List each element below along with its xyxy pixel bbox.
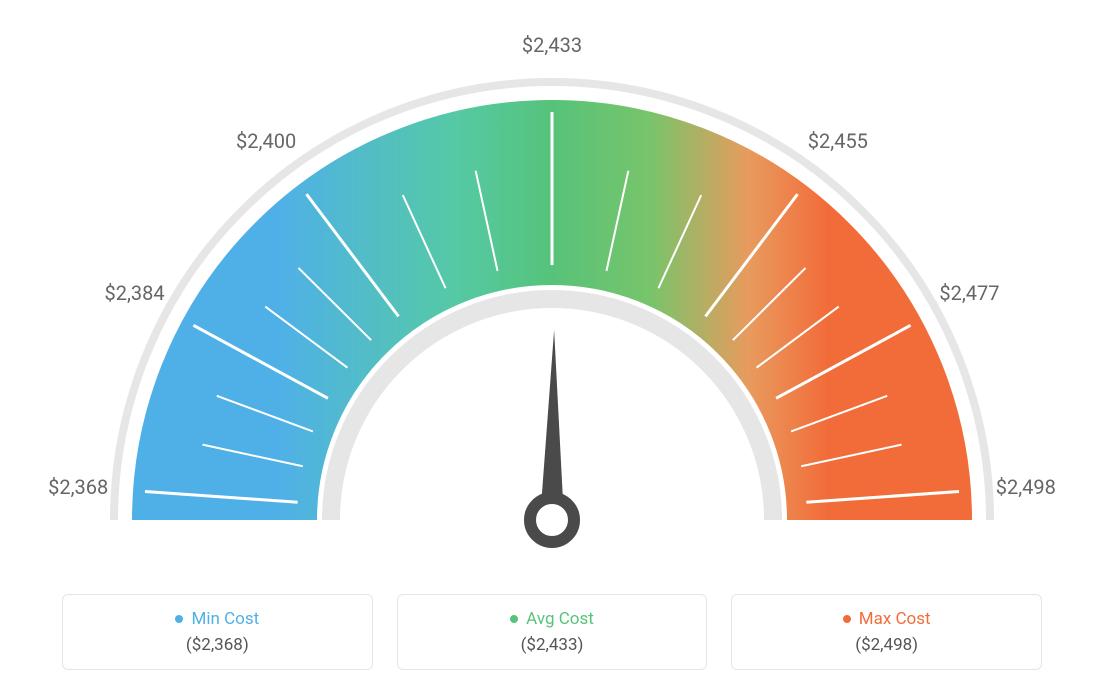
gauge-tick-label: $2,384	[104, 281, 164, 305]
gauge-tick-label: $2,498	[996, 475, 1056, 499]
legend-card-max: Max Cost ($2,498)	[731, 594, 1042, 670]
legend-min-dot-icon	[175, 615, 183, 623]
legend-avg-dot-icon	[510, 615, 518, 623]
gauge-tick-label: $2,477	[939, 281, 999, 305]
gauge-svg	[52, 40, 1052, 580]
legend-row: Min Cost ($2,368) Avg Cost ($2,433) Max …	[62, 594, 1042, 670]
legend-min-value: ($2,368)	[186, 635, 249, 655]
legend-max-value: ($2,498)	[855, 635, 918, 655]
legend-avg-value: ($2,433)	[521, 635, 584, 655]
legend-card-min: Min Cost ($2,368)	[62, 594, 373, 670]
legend-max-header: Max Cost	[843, 609, 931, 629]
gauge-tick-label: $2,433	[522, 33, 582, 57]
gauge-tick-label: $2,400	[236, 129, 296, 153]
legend-max-label: Max Cost	[859, 609, 931, 629]
legend-max-dot-icon	[843, 615, 851, 623]
legend-min-header: Min Cost	[175, 609, 259, 629]
legend-min-label: Min Cost	[191, 609, 259, 629]
legend-card-avg: Avg Cost ($2,433)	[397, 594, 708, 670]
gauge-tick-label: $2,455	[808, 129, 868, 153]
gauge-tick-label: $2,368	[48, 475, 108, 499]
gauge-chart: $2,368$2,384$2,400$2,433$2,455$2,477$2,4…	[52, 40, 1052, 580]
legend-avg-header: Avg Cost	[510, 609, 594, 629]
legend-avg-label: Avg Cost	[526, 609, 594, 629]
